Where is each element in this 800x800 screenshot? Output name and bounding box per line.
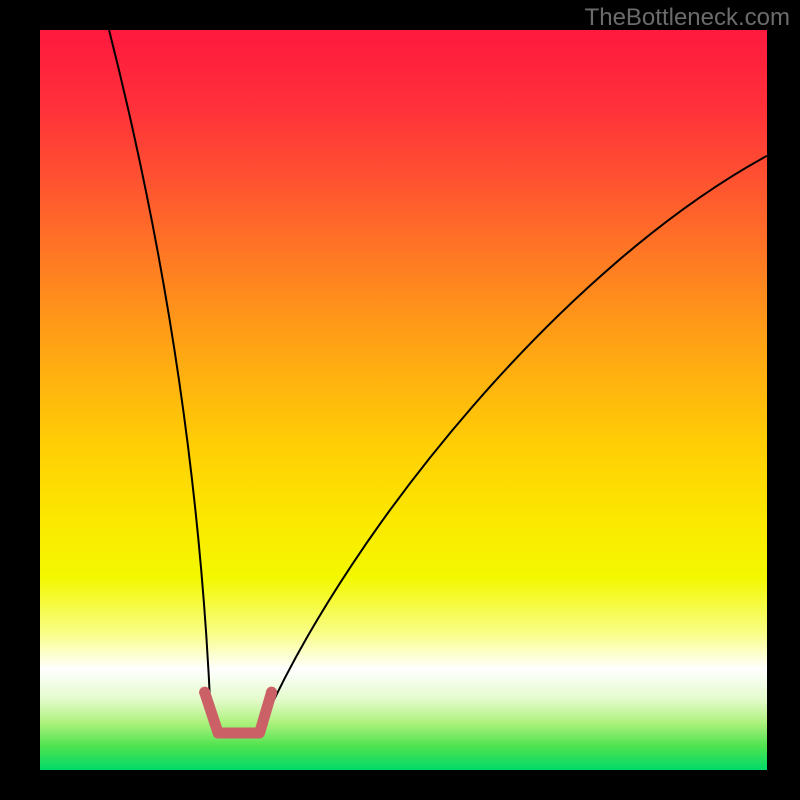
watermark-text: TheBottleneck.com [585, 4, 790, 32]
gradient-plot-area [40, 30, 767, 770]
valley-marker-dot-left [199, 687, 210, 698]
bottleneck-chart [0, 0, 800, 800]
valley-marker-dot-right [266, 687, 277, 698]
